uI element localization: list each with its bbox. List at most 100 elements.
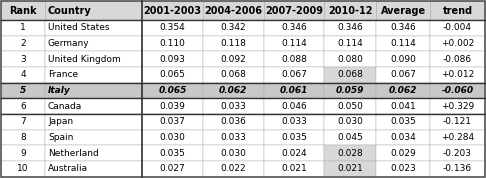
Text: -0.136: -0.136 — [443, 164, 472, 173]
Bar — [376, 36, 431, 51]
Text: -0.060: -0.060 — [441, 86, 473, 95]
Text: United Kingdom: United Kingdom — [48, 55, 121, 64]
Bar — [376, 67, 431, 83]
Bar — [376, 145, 431, 161]
Bar — [431, 161, 485, 177]
Text: 0.033: 0.033 — [281, 117, 307, 126]
Bar — [324, 98, 376, 114]
Text: -0.121: -0.121 — [443, 117, 472, 126]
Bar — [1, 98, 45, 114]
Text: 0.114: 0.114 — [337, 39, 363, 48]
Bar — [142, 20, 203, 36]
Bar — [263, 36, 324, 51]
Text: 7: 7 — [20, 117, 26, 126]
Text: 0.090: 0.090 — [390, 55, 417, 64]
Bar — [431, 51, 485, 67]
Bar — [45, 130, 142, 145]
Text: 1: 1 — [20, 23, 26, 33]
Text: 6: 6 — [20, 102, 26, 111]
Bar — [324, 83, 376, 98]
Text: Netherland: Netherland — [48, 149, 99, 158]
Bar — [203, 51, 263, 67]
Text: +0.284: +0.284 — [441, 133, 474, 142]
Bar — [142, 36, 203, 51]
Text: 0.080: 0.080 — [337, 55, 363, 64]
Bar — [324, 51, 376, 67]
Text: 0.342: 0.342 — [221, 23, 246, 33]
Text: 0.029: 0.029 — [390, 149, 416, 158]
Bar — [203, 98, 263, 114]
Bar — [45, 98, 142, 114]
Bar — [431, 20, 485, 36]
Text: 0.036: 0.036 — [220, 117, 246, 126]
Text: Japan: Japan — [48, 117, 73, 126]
Bar — [142, 145, 203, 161]
Bar — [376, 98, 431, 114]
Bar — [45, 36, 142, 51]
Bar — [376, 114, 431, 130]
Text: Spain: Spain — [48, 133, 73, 142]
Text: 2007-2009: 2007-2009 — [265, 6, 323, 16]
Text: 0.354: 0.354 — [160, 23, 186, 33]
Text: 0.035: 0.035 — [281, 133, 307, 142]
Bar — [45, 114, 142, 130]
Bar — [263, 130, 324, 145]
Bar — [431, 130, 485, 145]
Bar — [263, 161, 324, 177]
Bar — [376, 20, 431, 36]
Text: 0.346: 0.346 — [281, 23, 307, 33]
Bar — [142, 83, 203, 98]
Bar — [45, 20, 142, 36]
Bar — [263, 51, 324, 67]
Bar — [203, 114, 263, 130]
Bar — [324, 1, 376, 20]
Bar — [431, 1, 485, 20]
Text: 0.062: 0.062 — [219, 86, 247, 95]
Text: Country: Country — [48, 6, 92, 16]
Text: 4: 4 — [20, 70, 26, 79]
Text: 0.035: 0.035 — [159, 149, 186, 158]
Text: 2001-2003: 2001-2003 — [143, 6, 202, 16]
Text: -0.086: -0.086 — [443, 55, 472, 64]
Text: 0.024: 0.024 — [281, 149, 307, 158]
Text: 0.068: 0.068 — [220, 70, 246, 79]
Bar — [324, 161, 376, 177]
Bar — [1, 130, 45, 145]
Bar — [324, 67, 376, 83]
Bar — [45, 145, 142, 161]
Text: 0.088: 0.088 — [281, 55, 307, 64]
Text: 0.033: 0.033 — [220, 133, 246, 142]
Text: 5: 5 — [20, 86, 26, 95]
Text: 0.050: 0.050 — [337, 102, 363, 111]
Bar — [431, 98, 485, 114]
Bar — [1, 51, 45, 67]
Text: 0.030: 0.030 — [159, 133, 186, 142]
Text: Rank: Rank — [9, 6, 37, 16]
Bar — [142, 67, 203, 83]
Bar — [1, 114, 45, 130]
Bar — [263, 1, 324, 20]
Text: 2010-12: 2010-12 — [328, 6, 372, 16]
Text: Average: Average — [381, 6, 426, 16]
Text: 0.093: 0.093 — [159, 55, 186, 64]
Bar — [203, 36, 263, 51]
Bar — [376, 161, 431, 177]
Bar — [431, 83, 485, 98]
Bar — [203, 20, 263, 36]
Bar — [324, 20, 376, 36]
Text: Italy: Italy — [48, 86, 71, 95]
Text: 3: 3 — [20, 55, 26, 64]
Text: 0.067: 0.067 — [390, 70, 417, 79]
Bar — [263, 20, 324, 36]
Bar — [376, 1, 431, 20]
Bar — [376, 51, 431, 67]
Text: 0.030: 0.030 — [220, 149, 246, 158]
Text: 0.028: 0.028 — [337, 149, 363, 158]
Text: 0.035: 0.035 — [390, 117, 417, 126]
Text: Australia: Australia — [48, 164, 88, 173]
Bar — [263, 114, 324, 130]
Text: 0.041: 0.041 — [390, 102, 416, 111]
Bar — [45, 67, 142, 83]
Text: 0.065: 0.065 — [158, 86, 187, 95]
Text: 0.021: 0.021 — [337, 164, 363, 173]
